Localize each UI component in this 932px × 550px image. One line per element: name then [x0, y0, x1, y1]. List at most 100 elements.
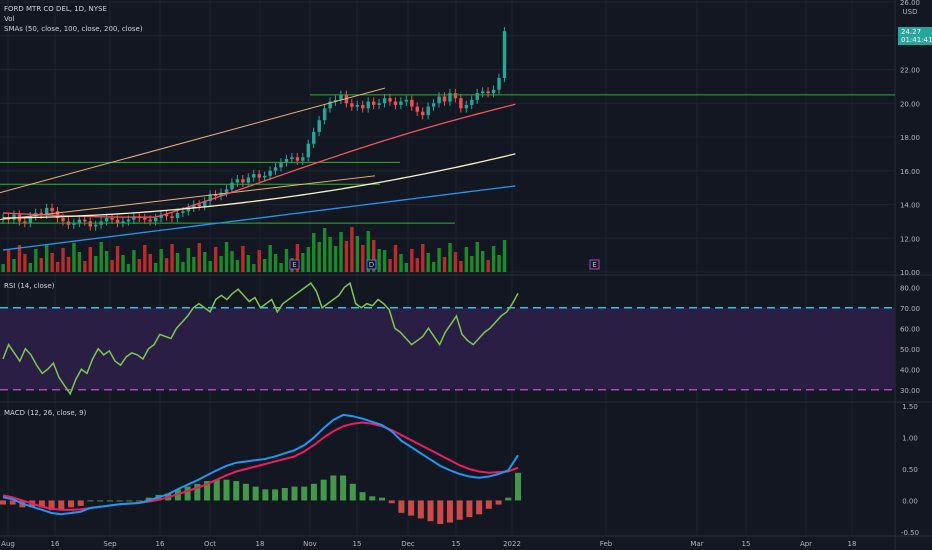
volume-bar: [6, 250, 11, 272]
volume-bar: [415, 258, 419, 272]
macd-tick-label: 1.00: [902, 435, 918, 443]
candle-body: [372, 101, 376, 105]
candle-body: [263, 175, 267, 178]
time-axis-label: Sep: [103, 540, 117, 548]
histogram-bar: [359, 492, 366, 501]
volume-bar: [50, 253, 54, 272]
histogram-bar: [388, 500, 395, 504]
histogram-bar: [408, 500, 415, 516]
volume-bar: [268, 245, 272, 272]
rsi-tick-label: 40.00: [900, 366, 920, 374]
time-axis-label: Apr: [800, 540, 812, 548]
volume-bar: [121, 255, 125, 272]
candle-body: [77, 219, 82, 224]
candle-body: [442, 96, 447, 102]
candle-body: [317, 120, 321, 132]
macd-tick-label: 0.00: [902, 497, 918, 505]
candles: [1, 26, 507, 231]
volume-bar: [421, 244, 425, 272]
volume-bar: [426, 253, 430, 272]
candle-body: [170, 216, 174, 218]
volume-bar: [77, 252, 82, 272]
volume-bar: [431, 262, 436, 272]
candle-body: [470, 99, 474, 105]
candle-body: [361, 104, 365, 109]
rsi-band: [0, 307, 895, 390]
histogram-bar: [515, 472, 521, 501]
price-tick-label: 18.00: [900, 134, 920, 142]
histogram-bar: [427, 500, 434, 522]
candle-body: [110, 218, 114, 220]
volume-bar: [257, 250, 261, 272]
time-axis-label: 2022: [503, 540, 521, 548]
volume-bar: [312, 233, 316, 272]
candle-body: [50, 207, 54, 212]
volume-bar: [132, 250, 136, 272]
macd-tick-label: 0.50: [902, 466, 918, 474]
candle-body: [295, 157, 300, 161]
candle-body: [410, 99, 414, 107]
candle-body: [39, 212, 43, 215]
candle-body: [257, 174, 261, 178]
volume-bar: [148, 254, 152, 272]
volume-bar: [497, 255, 501, 272]
histogram-bar: [9, 500, 16, 505]
bar-countdown: 01:41:41: [901, 36, 932, 44]
histogram-bar: [77, 500, 84, 506]
candle-body: [94, 224, 98, 227]
volume-bar: [470, 256, 474, 272]
time-axis-label: 15: [742, 540, 751, 548]
candle-body: [481, 91, 485, 94]
histogram-bar: [223, 479, 230, 501]
candle-body: [497, 77, 501, 90]
volume-bar: [273, 254, 278, 272]
histogram-bar: [369, 496, 376, 501]
volume-bar: [104, 251, 109, 272]
event-marker: [289, 259, 300, 270]
histogram-bar: [272, 489, 279, 501]
candle-body: [437, 96, 441, 104]
time-axis-label: 18: [848, 540, 857, 548]
time-axis-label: Aug: [1, 540, 15, 548]
volume-bar: [372, 240, 376, 272]
price-tick-label: 20.00: [900, 100, 920, 108]
rsi-legend: RSI (14, close): [4, 281, 54, 291]
candle-body: [404, 99, 409, 102]
candle-body: [235, 179, 240, 183]
time-axis-label: 16: [51, 540, 60, 548]
histogram-bar: [456, 500, 463, 520]
macd-tick-label: 1.50: [902, 403, 918, 411]
candle-body: [181, 211, 185, 213]
candle-body: [61, 218, 65, 222]
time-axis-label: 16: [156, 540, 165, 548]
macd-legend: MACD (12, 26, close, 9): [4, 408, 86, 418]
rsi-tick-label: 50.00: [900, 346, 920, 354]
candle-body: [486, 91, 490, 94]
volume-bar: [203, 252, 207, 272]
candle-body: [415, 106, 419, 112]
histogram-bar: [68, 500, 75, 508]
volume-bar: [175, 253, 180, 272]
time-axis-label: Nov: [303, 540, 317, 548]
volume-bar: [355, 236, 360, 272]
candle-body: [175, 212, 180, 218]
volume-bar: [448, 243, 452, 272]
candle-body: [312, 131, 316, 144]
histogram-bar: [301, 486, 308, 501]
volume-bar: [94, 256, 98, 272]
histogram-bar: [126, 500, 133, 502]
rsi-label: RSI (14, close): [4, 282, 55, 290]
volume-bar: [481, 251, 485, 272]
volume-bar: [61, 248, 65, 272]
volume-bar: [295, 244, 300, 272]
volume-bar: [164, 258, 169, 272]
candle-body: [241, 179, 245, 183]
histogram-bar: [213, 479, 220, 501]
histogram-bar: [437, 500, 444, 524]
price-tick-label: 14.00: [900, 202, 920, 210]
currency-label: USD: [903, 8, 918, 16]
volume-bar: [143, 245, 147, 272]
volume-bar: [181, 262, 185, 272]
histogram-bar: [204, 481, 211, 501]
